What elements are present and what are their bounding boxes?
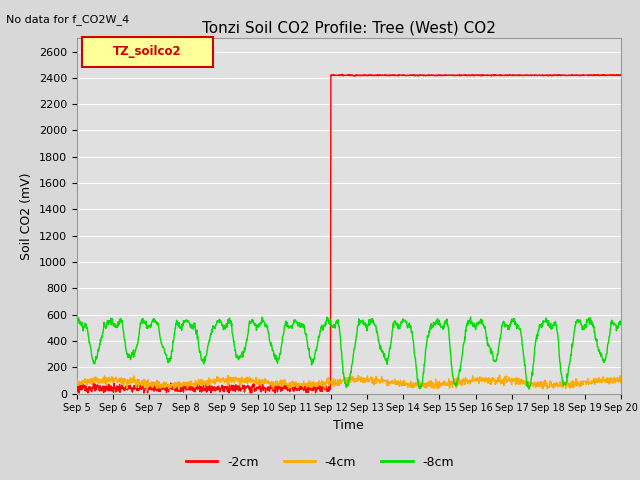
Legend: -2cm, -4cm, -8cm: -2cm, -4cm, -8cm [181, 451, 459, 474]
Title: Tonzi Soil CO2 Profile: Tree (West) CO2: Tonzi Soil CO2 Profile: Tree (West) CO2 [202, 21, 496, 36]
Text: TZ_soilco2: TZ_soilco2 [113, 45, 182, 58]
Y-axis label: Soil CO2 (mV): Soil CO2 (mV) [20, 172, 33, 260]
X-axis label: Time: Time [333, 419, 364, 432]
Text: No data for f_CO2W_4: No data for f_CO2W_4 [6, 14, 130, 25]
FancyBboxPatch shape [82, 36, 212, 67]
